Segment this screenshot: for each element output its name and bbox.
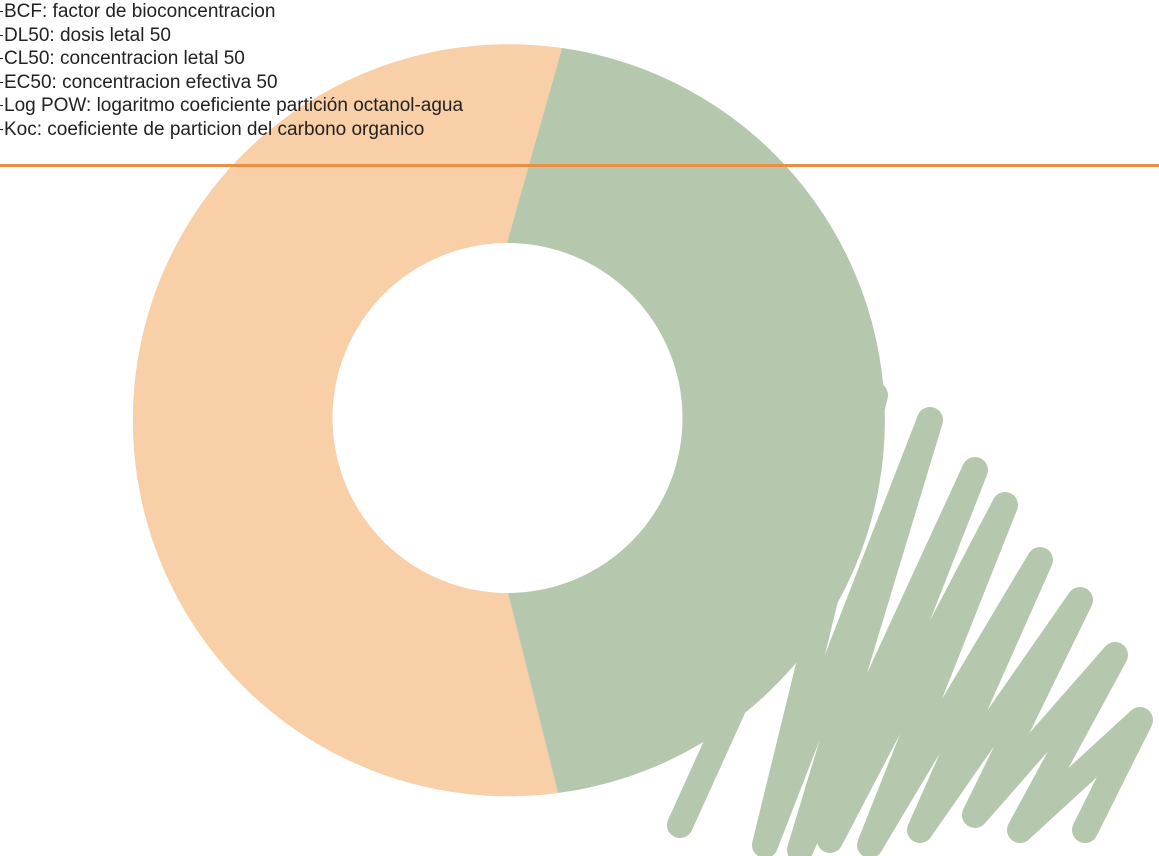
glossary-item-dl50: DL50: dosis letal 50 <box>0 24 463 48</box>
glossary-item-bcf: BCF: factor de bioconcentracion <box>0 0 463 24</box>
glossary-item-cl50: CL50: concentracion letal 50 <box>0 47 463 71</box>
orange-divider-line <box>0 164 1159 167</box>
scribble-stroke <box>667 382 1153 856</box>
glossary-item-log-pow: Log POW: logaritmo coeficiente partición… <box>0 94 463 118</box>
glossary-item-koc: Koc: coeficiente de particion del carbon… <box>0 118 463 142</box>
glossary-item-ec50: EC50: concentracion efectiva 50 <box>0 71 463 95</box>
scribble-graphic <box>667 382 1153 856</box>
glossary-list: BCF: factor de bioconcentracion DL50: do… <box>0 0 463 141</box>
donut-peach-segment <box>132 44 562 797</box>
donut-graphic <box>132 44 885 797</box>
